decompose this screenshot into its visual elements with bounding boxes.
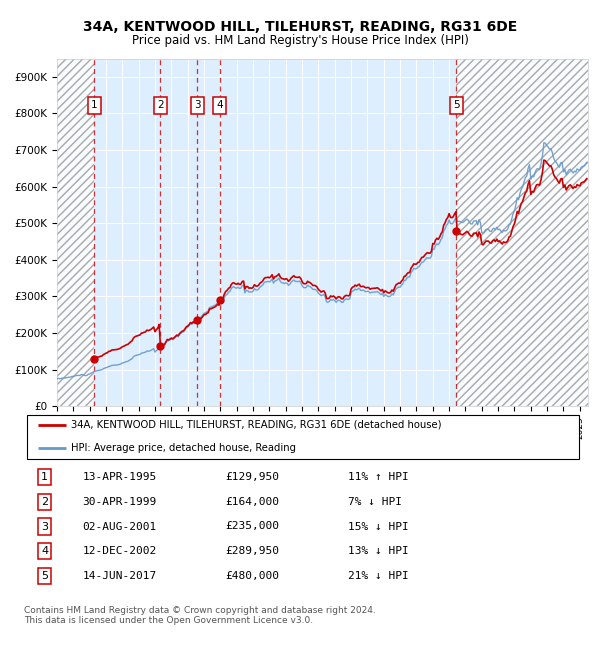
Text: 7% ↓ HPI: 7% ↓ HPI <box>347 497 401 507</box>
Bar <box>57 58 94 406</box>
Text: 3: 3 <box>41 521 48 532</box>
Text: 2: 2 <box>41 497 48 507</box>
Text: Price paid vs. HM Land Registry's House Price Index (HPI): Price paid vs. HM Land Registry's House … <box>131 34 469 47</box>
Text: 34A, KENTWOOD HILL, TILEHURST, READING, RG31 6DE (detached house): 34A, KENTWOOD HILL, TILEHURST, READING, … <box>71 420 442 430</box>
Text: 21% ↓ HPI: 21% ↓ HPI <box>347 571 409 581</box>
Text: 2: 2 <box>157 101 164 111</box>
Text: 15% ↓ HPI: 15% ↓ HPI <box>347 521 409 532</box>
Text: £480,000: £480,000 <box>225 571 279 581</box>
Bar <box>457 58 588 406</box>
Text: £289,950: £289,950 <box>225 546 279 556</box>
Text: 13-APR-1995: 13-APR-1995 <box>83 472 157 482</box>
Text: 13% ↓ HPI: 13% ↓ HPI <box>347 546 409 556</box>
Text: 3: 3 <box>194 101 200 111</box>
Text: £235,000: £235,000 <box>225 521 279 532</box>
Text: 4: 4 <box>41 546 48 556</box>
Text: 12-DEC-2002: 12-DEC-2002 <box>83 546 157 556</box>
Text: £164,000: £164,000 <box>225 497 279 507</box>
Text: 4: 4 <box>216 101 223 111</box>
Text: 1: 1 <box>91 101 98 111</box>
Text: 14-JUN-2017: 14-JUN-2017 <box>83 571 157 581</box>
Text: 11% ↑ HPI: 11% ↑ HPI <box>347 472 409 482</box>
FancyBboxPatch shape <box>27 415 579 459</box>
Text: 1: 1 <box>41 472 48 482</box>
Text: 34A, KENTWOOD HILL, TILEHURST, READING, RG31 6DE: 34A, KENTWOOD HILL, TILEHURST, READING, … <box>83 20 517 34</box>
Text: HPI: Average price, detached house, Reading: HPI: Average price, detached house, Read… <box>71 443 296 453</box>
Text: Contains HM Land Registry data © Crown copyright and database right 2024.
This d: Contains HM Land Registry data © Crown c… <box>24 606 376 625</box>
Text: 5: 5 <box>453 101 460 111</box>
Text: £129,950: £129,950 <box>225 472 279 482</box>
Text: 5: 5 <box>41 571 48 581</box>
Text: 30-APR-1999: 30-APR-1999 <box>83 497 157 507</box>
Text: 02-AUG-2001: 02-AUG-2001 <box>83 521 157 532</box>
